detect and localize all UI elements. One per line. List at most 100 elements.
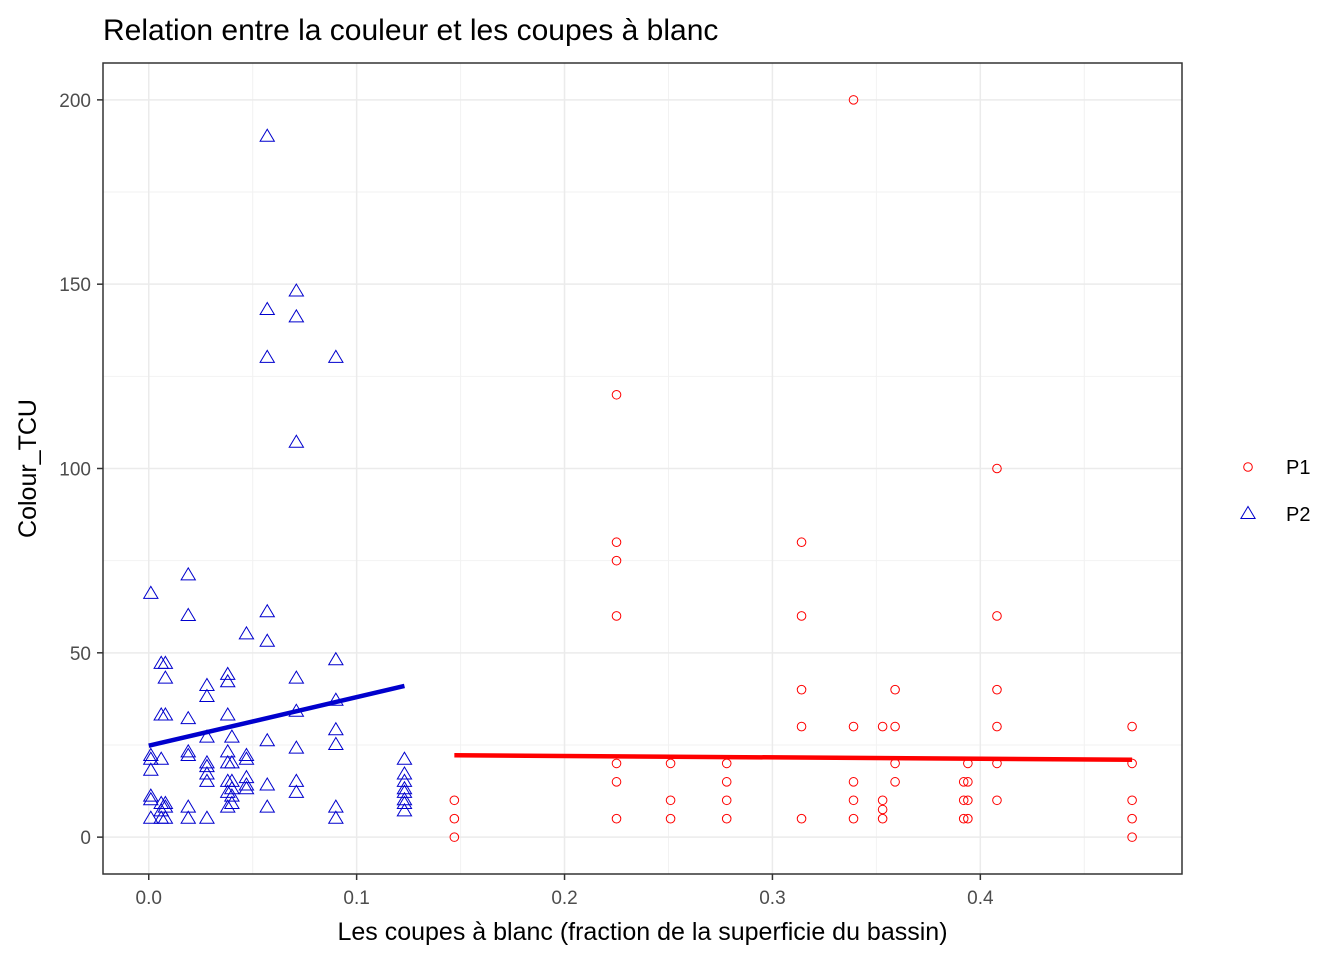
grid-lines <box>103 63 1182 874</box>
data-point-p2 <box>238 780 255 795</box>
legend-key-p2 <box>1239 505 1257 519</box>
y-axis-ticks: 0 50 100 150 200 <box>59 91 103 849</box>
data-point-p2 <box>153 802 170 817</box>
data-point-p2 <box>223 729 240 743</box>
data-point-p2 <box>157 795 174 809</box>
x-tick-label: 0.0 <box>136 888 162 909</box>
data-point-p1 <box>721 795 732 806</box>
data-point-p2 <box>288 740 305 754</box>
data-point-p2 <box>180 747 197 762</box>
data-point-p2 <box>198 810 215 824</box>
data-point-p2 <box>198 729 215 743</box>
legend-item-p1: P1 <box>1243 457 1310 479</box>
data-point-p2 <box>180 743 197 758</box>
data-point-p1 <box>958 813 969 824</box>
y-tick-label: 100 <box>59 460 91 481</box>
data-point-p2 <box>142 585 159 599</box>
data-point-p1 <box>449 832 460 842</box>
data-point-p2 <box>219 707 236 721</box>
data-point-p2 <box>198 773 215 787</box>
data-point-p1 <box>611 555 622 566</box>
data-point-p1 <box>963 777 973 787</box>
data-point-p1 <box>992 611 1002 621</box>
y-tick-label: 50 <box>70 644 91 665</box>
data-point-p2 <box>396 765 413 780</box>
data-point-p1 <box>796 611 807 621</box>
data-point-p2 <box>223 795 240 809</box>
x-tick-label: 0.4 <box>967 888 994 909</box>
data-point-p2 <box>396 751 413 765</box>
data-point-p2 <box>180 566 197 581</box>
data-point-p2 <box>223 788 240 802</box>
data-point-p2 <box>180 710 197 725</box>
data-point-p2 <box>259 799 276 813</box>
data-point-p2 <box>153 751 170 765</box>
data-point-p1 <box>963 795 973 806</box>
x-axis-title: Les coupes à blanc (fraction de la super… <box>337 918 947 946</box>
data-point-p2 <box>396 795 413 809</box>
data-point-p2 <box>238 625 255 640</box>
y-tick-label: 150 <box>59 275 91 296</box>
data-point-p1 <box>890 777 900 787</box>
data-point-p1 <box>665 795 676 806</box>
data-point-p2 <box>259 349 276 363</box>
data-point-p1 <box>611 537 622 548</box>
data-point-p2 <box>219 666 236 680</box>
data-point-p2 <box>198 688 215 703</box>
data-point-p2 <box>142 762 159 776</box>
x-tick-label: 0.3 <box>759 888 785 909</box>
series-p2-points <box>142 128 413 824</box>
data-point-p1 <box>1127 832 1137 842</box>
data-point-p1 <box>848 795 859 806</box>
data-points <box>142 95 1137 842</box>
data-point-p2 <box>238 751 255 765</box>
data-point-p1 <box>958 795 969 806</box>
legend: P1 P2 <box>1239 457 1310 526</box>
trend-line-p2 <box>148 683 405 748</box>
data-point-p1 <box>1127 795 1137 806</box>
data-point-p2 <box>327 810 344 824</box>
data-point-p2 <box>259 603 276 618</box>
data-point-p1 <box>848 777 859 787</box>
trend-lines <box>148 683 1133 762</box>
data-point-p2 <box>180 810 197 824</box>
y-tick-label: 200 <box>59 91 91 112</box>
legend-item-p2: P2 <box>1239 504 1310 526</box>
data-point-p1 <box>796 721 807 732</box>
data-point-p2 <box>157 707 174 721</box>
data-point-p2 <box>223 780 240 795</box>
data-point-p1 <box>848 95 859 105</box>
data-point-p1 <box>958 777 969 787</box>
data-point-p2 <box>157 670 174 684</box>
data-point-p1 <box>848 813 859 824</box>
data-point-p1 <box>721 813 732 824</box>
data-point-p1 <box>877 813 888 824</box>
trend-line-p1 <box>454 753 1133 762</box>
data-point-p2 <box>259 301 276 315</box>
data-point-p1 <box>848 721 859 732</box>
y-axis-title: Colour_TCU <box>14 399 42 538</box>
data-point-p1 <box>611 758 622 769</box>
data-point-p2 <box>288 670 305 684</box>
data-point-p2 <box>223 773 240 787</box>
data-point-p2 <box>327 651 344 666</box>
data-point-p2 <box>327 349 344 363</box>
series-p1-points <box>449 95 1137 842</box>
data-point-p1 <box>992 721 1002 732</box>
y-tick-label: 0 <box>80 828 91 849</box>
data-point-p1 <box>665 813 676 824</box>
x-axis-ticks: 0.0 0.1 0.2 0.3 0.4 <box>136 874 994 909</box>
data-point-p2 <box>180 607 197 621</box>
data-point-p2 <box>327 721 344 736</box>
data-point-p2 <box>219 673 236 688</box>
data-point-p2 <box>327 736 344 750</box>
data-point-p1 <box>1127 721 1137 732</box>
data-point-p1 <box>877 721 888 732</box>
data-point-p1 <box>1127 813 1137 824</box>
data-point-p1 <box>890 684 900 695</box>
data-point-p2 <box>142 747 159 762</box>
legend-label: P2 <box>1286 504 1310 526</box>
data-point-p1 <box>721 777 732 787</box>
data-point-p2 <box>142 788 159 802</box>
